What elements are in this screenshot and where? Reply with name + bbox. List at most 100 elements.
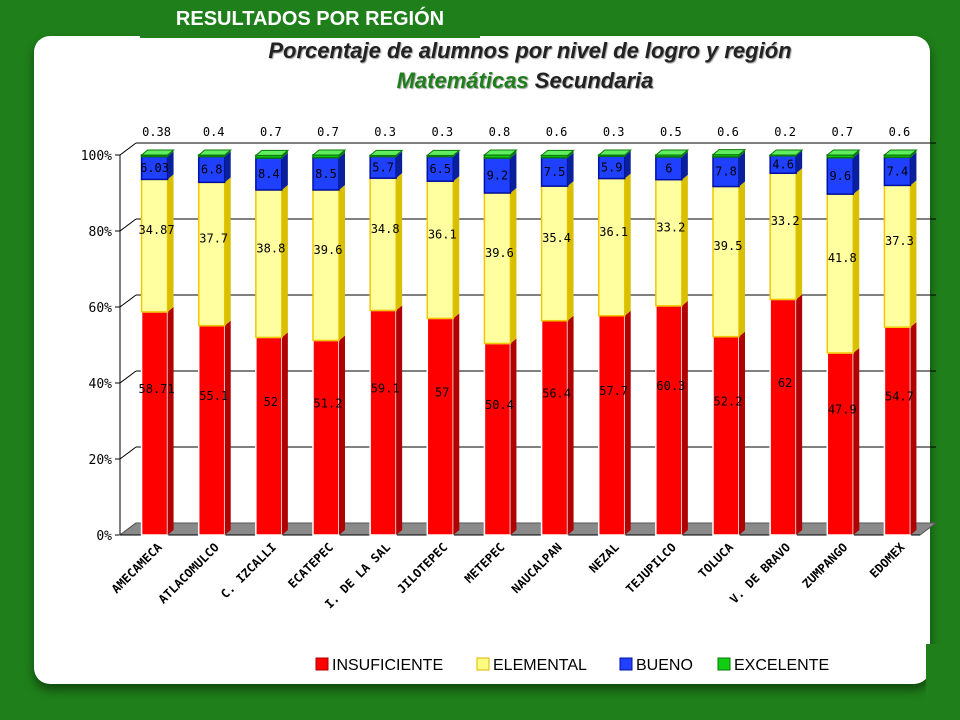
bar-segment-insuficiente <box>597 314 626 536</box>
legend-item: INSUFICIENTE <box>315 657 443 674</box>
bar-segment-insuficiente <box>540 319 569 536</box>
legend-item: BUENO <box>619 657 693 674</box>
bar-top <box>883 149 918 156</box>
bar-segment-elemental <box>312 189 340 342</box>
subject-highlight: Matemáticas <box>396 68 529 93</box>
data-label-excelente: 0.7 <box>831 125 853 139</box>
bar-segment-elemental <box>140 178 169 313</box>
bar-top <box>140 149 175 156</box>
bar-side <box>681 174 688 306</box>
data-label-insuficiente: 58.71 <box>139 382 175 396</box>
legend-swatch <box>315 657 329 671</box>
bar-top <box>197 149 233 156</box>
subtitle-rest: Secundaria <box>528 68 654 93</box>
category-label: JILOTEPEC <box>395 540 451 596</box>
bar-segment-insuficiente <box>426 317 455 536</box>
data-label-excelente: 0.7 <box>317 125 339 139</box>
legend-item: EXCELENTE <box>717 657 829 674</box>
category-label: V. DE BRAVO <box>727 540 793 606</box>
data-label-bueno: 6.5 <box>429 162 451 176</box>
bar-top <box>483 149 518 156</box>
bar-segment-insuficiente <box>369 309 397 536</box>
category-label: TOLUCA <box>696 540 737 581</box>
data-label-excelente: 0.6 <box>717 125 739 139</box>
bar-side <box>453 313 460 535</box>
bar-side <box>853 152 860 195</box>
bar-top <box>768 149 804 156</box>
data-label-insuficiente: 55.1 <box>199 389 228 403</box>
bar-side <box>396 173 403 311</box>
data-label-elemental: 34.87 <box>139 223 175 237</box>
bar-segment-elemental <box>540 185 569 322</box>
bar-side <box>339 335 345 535</box>
bar-side <box>167 174 174 312</box>
data-label-bueno: 5.9 <box>601 160 623 174</box>
gridline-diagonal <box>119 142 137 156</box>
bar-side <box>510 150 517 159</box>
bar-segment-insuficiente <box>483 342 512 536</box>
bar-segment-insuficiente <box>312 339 340 536</box>
category-label: EDOMEX <box>867 540 908 581</box>
data-label-bueno: 7.8 <box>715 165 737 179</box>
data-label-insuficiente: 56.4 <box>542 386 571 400</box>
data-label-excelente: 0.4 <box>203 125 225 139</box>
data-label-elemental: 37.7 <box>199 232 228 246</box>
legend-item: ELEMENTAL <box>476 657 587 674</box>
gridline-diagonal <box>119 294 137 308</box>
category-label: AMECAMECA <box>109 540 165 596</box>
data-label-elemental: 38.8 <box>256 241 285 255</box>
bar-side <box>910 152 917 186</box>
bar-side <box>681 300 688 535</box>
legend-swatch <box>717 657 731 671</box>
data-label-bueno: 6.8 <box>201 162 223 176</box>
bar-segment-insuficiente <box>883 326 912 536</box>
bar-top <box>311 149 347 156</box>
bar-side <box>510 338 517 535</box>
data-label-insuficiente: 62 <box>778 376 792 390</box>
legend-label: ELEMENTAL <box>493 657 587 674</box>
bar-segment-insuficiente <box>197 324 226 536</box>
bar-side <box>510 188 517 344</box>
bar-side <box>453 176 460 319</box>
category-label: ECATEPEC <box>285 540 336 591</box>
y-tick-label: 100% <box>81 149 112 164</box>
bar-side <box>339 184 345 341</box>
y-tick-label: 80% <box>89 225 113 240</box>
bar-side <box>910 322 917 535</box>
bar-top <box>425 149 461 156</box>
data-label-elemental: 36.1 <box>428 227 457 241</box>
data-label-excelente: 0.3 <box>374 125 396 139</box>
bar-side <box>681 151 688 180</box>
gridline-diagonal <box>119 218 137 232</box>
bar-side <box>853 347 860 535</box>
data-label-elemental: 39.5 <box>714 239 743 253</box>
bar-side <box>281 184 288 338</box>
bar-side <box>739 331 745 535</box>
section-banner: RESULTADOS POR REGIÓN <box>140 0 480 38</box>
category-label: NAUCALPAN <box>509 540 565 596</box>
bar-top <box>368 149 404 156</box>
data-label-insuficiente: 54.7 <box>885 390 914 404</box>
bar-top <box>597 149 633 156</box>
data-label-excelente: 0.38 <box>142 125 171 139</box>
bar-side <box>567 181 574 321</box>
bar-side <box>224 320 231 535</box>
data-label-excelente: 0.3 <box>431 125 453 139</box>
bar-segment-elemental <box>712 185 740 338</box>
data-label-bueno: 6 <box>665 161 672 175</box>
data-label-insuficiente: 52 <box>264 395 278 409</box>
data-label-elemental: 34.8 <box>371 222 400 236</box>
bar-segment-insuficiente <box>140 311 169 536</box>
bar-side <box>510 153 517 193</box>
bar-side <box>567 315 574 535</box>
bar-segment-insuficiente <box>655 305 683 536</box>
bar-side <box>567 152 574 187</box>
data-label-insuficiente: 47.9 <box>828 403 857 417</box>
data-label-elemental: 35.4 <box>542 231 571 245</box>
data-label-insuficiente: 59.1 <box>371 381 400 395</box>
data-label-bueno: 4.6 <box>772 158 794 172</box>
data-label-insuficiente: 52.2 <box>714 394 743 408</box>
data-label-excelente: 0.8 <box>489 125 511 139</box>
bar-side <box>167 151 174 180</box>
data-label-insuficiente: 50.4 <box>485 398 514 412</box>
